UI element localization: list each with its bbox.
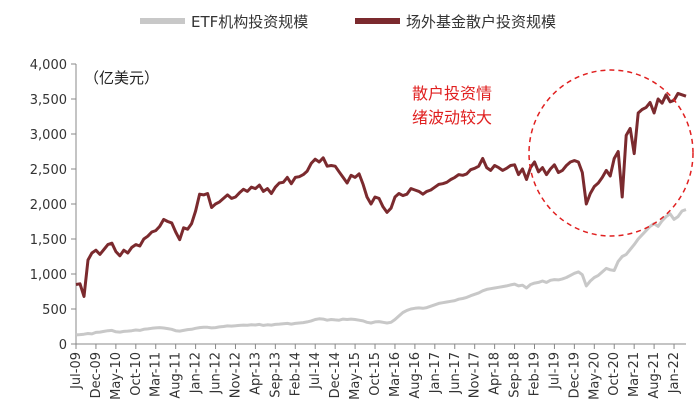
x-tick-label: Aug-11: [169, 352, 184, 399]
x-tick-label: Sep-18: [508, 352, 523, 398]
x-tick-label: Jan-17: [428, 352, 443, 394]
x-tick-label: Jul-19: [547, 352, 562, 390]
x-tick-label: Jul-09: [69, 352, 84, 390]
x-tick-label: Aug-16: [408, 352, 423, 399]
x-tick-label: Mar-16: [388, 352, 403, 397]
y-tick-label: 1,500: [30, 233, 67, 248]
annotation-text-line2: 绪波动较大: [412, 108, 492, 127]
x-tick-label: May-15: [348, 352, 363, 400]
annotation-circle: [528, 69, 694, 237]
y-tick-label: 2,000: [30, 198, 67, 213]
y-tick-label: 0: [59, 338, 67, 353]
x-tick-label: Aug-21: [647, 352, 662, 399]
legend-label-retail: 场外基金散户投资规模: [406, 13, 556, 31]
y-tick-label: 3,500: [30, 93, 67, 108]
unit-label: （亿美元）: [84, 69, 159, 87]
x-tick-label: Dec-09: [89, 352, 104, 398]
x-tick-label: May-10: [109, 352, 124, 400]
series-line-etf: [75, 208, 687, 337]
x-tick-label: Dec-14: [328, 352, 343, 398]
x-tick-label: Nov-12: [228, 352, 243, 398]
y-axis: 0 500 1,000 1,500 2,000 2,500 3,000 3,500 4,000: [30, 58, 77, 353]
x-tick-label: Oct-10: [129, 352, 144, 396]
x-tick-label: Jun-12: [209, 352, 224, 395]
x-tick-label: Feb-14: [288, 352, 303, 396]
y-tick-label: 3,000: [30, 128, 67, 143]
y-tick-label: 1,000: [30, 268, 67, 283]
y-tick-label: 4,000: [30, 58, 67, 73]
x-tick-label: Apr-13: [248, 352, 263, 395]
y-tick-label: 2,500: [30, 163, 67, 178]
x-tick-label: Jun-17: [448, 352, 463, 395]
legend: ETF机构投资规模 场外基金散户投资规模: [140, 13, 556, 31]
annotation: 散户投资情 绪波动较大: [412, 69, 694, 237]
x-tick-label: Feb-19: [527, 352, 542, 396]
x-tick-label: Jul-14: [308, 352, 323, 390]
x-tick-label: May-20: [587, 352, 602, 400]
x-tick-label: Jan-12: [189, 352, 204, 394]
x-tick-label: Nov-17: [468, 352, 483, 398]
x-tick-label: Sep-13: [268, 352, 283, 398]
x-tick-label: Dec-19: [567, 352, 582, 398]
annotation-text-line1: 散户投资情: [412, 84, 492, 103]
x-tick-label: Oct-15: [368, 352, 383, 396]
x-tick-label: Mar-21: [627, 352, 642, 397]
x-tick-label: Jan-22: [667, 352, 682, 394]
y-tick-label: 500: [42, 303, 67, 318]
legend-label-etf: ETF机构投资规模: [191, 13, 308, 31]
x-tick-label: Oct-20: [607, 352, 622, 396]
series-line-retail: [75, 91, 687, 298]
x-tick-label: Mar-11: [149, 352, 164, 397]
x-axis: Jul-09 Dec-09 May-10 Oct-10 Mar-11 Aug-11 Jan-…: [69, 343, 686, 400]
x-tick-label: Apr-18: [488, 352, 503, 395]
